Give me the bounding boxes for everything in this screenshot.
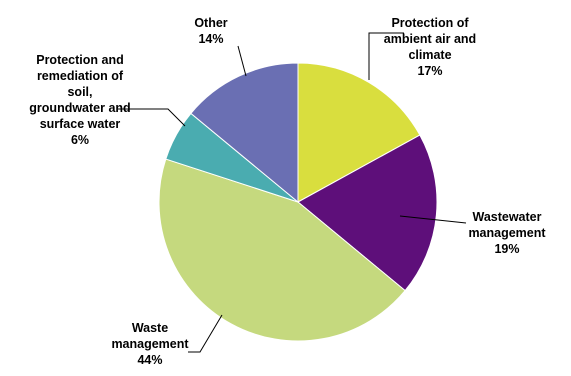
slice-label-line: groundwater and — [29, 101, 130, 115]
slice-label-line: Other — [194, 16, 227, 30]
slice-percent-5: 14% — [198, 32, 223, 46]
leader-line-4 — [118, 108, 186, 127]
pie-slice-3 — [158, 158, 406, 342]
slice-label-1: Protection of ambient air and climate 17% — [384, 16, 476, 78]
leader-line-3 — [188, 314, 223, 353]
slice-percent-1: 17% — [417, 64, 442, 78]
slice-label-5: Other 14% — [194, 16, 227, 46]
slice-label-line: climate — [408, 48, 451, 62]
pie-slice-2 — [297, 134, 438, 292]
leader-lines — [118, 32, 467, 353]
pie-slice-1 — [297, 62, 421, 203]
slice-label-line: management — [468, 226, 546, 240]
leader-line-1 — [368, 32, 404, 80]
slice-label-line: management — [111, 337, 189, 351]
pie-slice-5 — [190, 62, 299, 204]
slice-label-line: ambient air and — [384, 32, 476, 46]
slice-label-line: soil, — [67, 85, 92, 99]
slice-percent-4: 6% — [71, 133, 89, 147]
pie-slices — [158, 62, 438, 342]
slice-label-line: Protection of — [391, 16, 469, 30]
leader-line-5 — [237, 45, 247, 77]
slice-label-line: remediation of — [37, 69, 124, 83]
slice-label-line: Wastewater — [472, 210, 541, 224]
slice-label-3: Waste management 44% — [111, 321, 189, 367]
slice-label-line: Waste — [132, 321, 168, 335]
slice-label-line: Protection and — [36, 53, 124, 67]
slice-label-4: Protection and remediation of soil, groundw… — [29, 53, 130, 147]
slice-labels: Protection of ambient air and climate 17% Wa… — [29, 16, 546, 367]
slice-label-line: surface water — [40, 117, 121, 131]
slice-percent-3: 44% — [137, 353, 162, 367]
leader-line-2 — [399, 215, 467, 224]
slice-percent-2: 19% — [494, 242, 519, 256]
slice-label-2: Wastewater management 19% — [468, 210, 546, 256]
